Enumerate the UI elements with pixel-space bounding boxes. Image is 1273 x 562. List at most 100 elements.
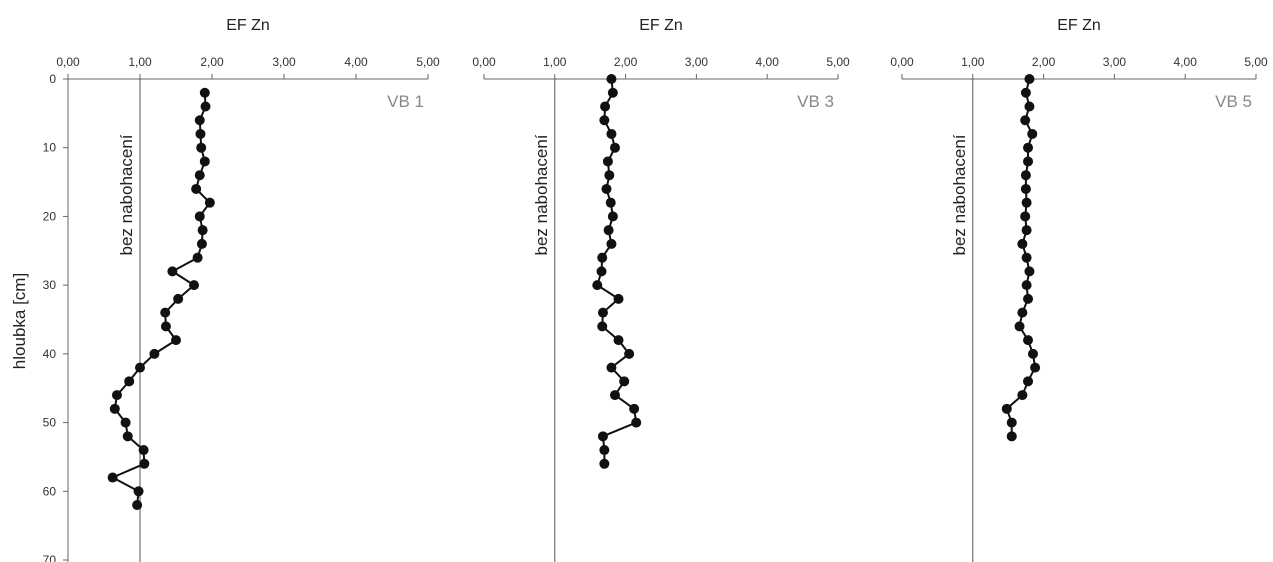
data-point xyxy=(1020,87,1031,98)
data-point xyxy=(200,101,211,112)
data-point xyxy=(607,211,618,222)
x-tick-label: 0,00 xyxy=(890,55,914,69)
data-point xyxy=(600,101,611,112)
data-point xyxy=(1027,128,1038,139)
data-point xyxy=(1030,362,1041,373)
x-tick-label: 2,00 xyxy=(1032,55,1056,69)
data-point xyxy=(1017,307,1028,318)
x-tick-label: 3,00 xyxy=(685,55,709,69)
data-point xyxy=(607,87,618,98)
chart-title: EF Zn xyxy=(1057,17,1101,34)
data-point xyxy=(192,252,203,263)
data-point xyxy=(1017,390,1028,401)
data-point xyxy=(1020,211,1031,222)
y-tick-label: 10 xyxy=(43,141,57,155)
y-axis-title: hloubka [cm] xyxy=(10,273,29,369)
data-point xyxy=(196,238,207,249)
data-point xyxy=(189,280,199,291)
data-point xyxy=(606,238,617,249)
y-tick-label: 40 xyxy=(43,347,57,361)
data-point xyxy=(204,197,215,208)
reference-label: bez nabohacení xyxy=(117,134,136,255)
y-tick-label: 50 xyxy=(43,416,57,430)
data-point xyxy=(602,156,613,167)
data-point xyxy=(1017,238,1028,249)
data-point xyxy=(613,293,624,304)
data-point xyxy=(1024,74,1035,84)
x-tick-label: 1,00 xyxy=(128,55,152,69)
data-point xyxy=(597,431,608,442)
data-point xyxy=(1014,321,1025,332)
data-point xyxy=(1023,335,1034,346)
data-point xyxy=(135,362,145,373)
x-tick-label: 4,00 xyxy=(1174,55,1198,69)
data-point xyxy=(599,115,610,126)
data-point xyxy=(124,376,135,387)
data-point xyxy=(195,128,206,139)
data-point xyxy=(171,335,181,346)
data-point xyxy=(592,280,603,291)
data-point xyxy=(599,445,610,456)
data-point xyxy=(132,500,143,511)
data-point xyxy=(1021,197,1032,208)
data-point xyxy=(1006,431,1017,442)
y-tick-label: 70 xyxy=(43,553,57,562)
reference-label: bez nabohacení xyxy=(950,134,969,255)
x-tick-label: 2,00 xyxy=(614,55,638,69)
x-tick-label: 1,00 xyxy=(961,55,985,69)
data-point xyxy=(196,142,207,153)
data-point xyxy=(1024,266,1035,277)
data-point xyxy=(160,307,171,318)
panel-label: VB 1 xyxy=(387,92,424,111)
data-point xyxy=(596,266,607,277)
data-point xyxy=(1020,170,1031,181)
data-point xyxy=(604,170,615,181)
data-point xyxy=(619,376,630,387)
chart-panel-1: EF Zn 0,00 1,00 2,00 3,00 4,00 5,00 0 10 20 30 40 50… xyxy=(43,17,440,562)
x-tick-label: 5,00 xyxy=(1244,55,1268,69)
data-point xyxy=(194,170,205,181)
data-point xyxy=(194,211,205,222)
data-point xyxy=(199,87,210,98)
x-tick-label: 0,00 xyxy=(472,55,496,69)
x-tick-label: 1,00 xyxy=(543,55,567,69)
data-point xyxy=(120,417,131,428)
panel-label: VB 5 xyxy=(1215,92,1252,111)
data-point xyxy=(133,486,144,497)
data-point xyxy=(107,472,118,483)
chart-panel-2: EF Zn 0,00 1,00 2,00 3,00 4,00 5,00 bez nabohac… xyxy=(472,17,850,562)
x-tick-label: 3,00 xyxy=(272,55,296,69)
data-point xyxy=(1020,115,1031,126)
data-point xyxy=(603,225,614,236)
data-point xyxy=(597,321,608,332)
data-point xyxy=(109,403,120,414)
data-point xyxy=(1020,183,1031,194)
data-point xyxy=(122,431,133,442)
data-point xyxy=(1021,252,1032,263)
data-point xyxy=(160,321,171,332)
data-point xyxy=(199,156,210,167)
data-point xyxy=(1023,142,1034,153)
data-point xyxy=(167,266,178,277)
x-tick-label: 2,00 xyxy=(200,55,224,69)
y-tick-label: 30 xyxy=(43,278,57,292)
data-point xyxy=(1027,348,1038,359)
data-point xyxy=(1001,403,1012,414)
panel-label: VB 3 xyxy=(797,92,834,111)
data-point xyxy=(197,225,208,236)
data-point xyxy=(1023,156,1034,167)
data-point xyxy=(139,458,150,469)
data-point xyxy=(1021,225,1032,236)
data-point xyxy=(138,445,149,456)
reference-label: bez nabohacení xyxy=(532,134,551,255)
chart-title: EF Zn xyxy=(639,17,683,34)
x-tick-label: 0,00 xyxy=(56,55,80,69)
data-point xyxy=(624,348,635,359)
data-point xyxy=(1023,376,1034,387)
y-tick-label: 20 xyxy=(43,209,57,223)
data-point xyxy=(1006,417,1017,428)
data-point xyxy=(1024,101,1035,112)
data-point xyxy=(597,252,608,263)
data-point xyxy=(609,142,620,153)
data-point xyxy=(111,390,122,401)
